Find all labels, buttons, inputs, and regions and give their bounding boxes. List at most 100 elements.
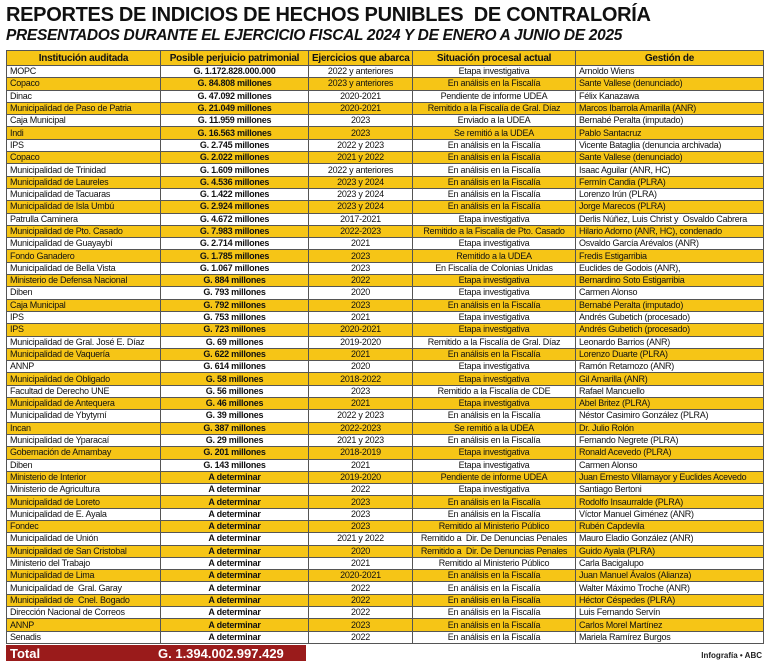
table-row: Municipalidad de Lima A determinar 2020-20…: [6, 569, 764, 583]
table-cell: Andrés Gubetich (procesado): [575, 323, 764, 337]
table-cell: A determinar: [160, 556, 309, 571]
table-cell: G. 4.536 millones: [160, 175, 309, 189]
table-cell: Municipalidad de Gral. Garay: [6, 581, 161, 595]
table-cell: 2023: [308, 249, 413, 263]
table-cell: Víctor Manuel Giménez (ANR): [575, 507, 764, 521]
table-cell: Osvaldo García Arévalos (ANR): [575, 237, 764, 251]
table-cell: G. 2.745 millones: [160, 138, 309, 153]
table-cell: Pablo Santacruz: [575, 126, 764, 140]
table-cell: Sante Vallese (denunciado): [575, 151, 764, 165]
table-cell: 2020: [308, 286, 413, 300]
table-cell: Diben: [6, 286, 161, 300]
table-cell: Etapa investigativa: [412, 237, 576, 251]
table-cell: Etapa investigativa: [412, 310, 576, 325]
table-row: Caja Municipal G. 11.959 millones 2023 Envi…: [6, 114, 764, 128]
table-row: Fondec A determinar 2023 Remitido al Minist…: [6, 519, 764, 534]
table-cell: A determinar: [160, 544, 309, 558]
table-cell: Remitido a la Fiscalía de Gral. Díaz: [412, 101, 576, 116]
table-cell: 2022 y 2023: [308, 409, 413, 423]
table-cell: Héctor Céspedes (PLRA): [575, 593, 764, 608]
table-cell: Carmen Alonso: [575, 458, 764, 472]
table-row: Fondo Ganadero G. 1.785 millones 2023 Remit…: [6, 249, 764, 263]
table-cell: Enviado a la UDEA: [412, 114, 576, 128]
table-cell: Guido Ayala (PLRA): [575, 544, 764, 558]
table-cell: 2021 y 2022: [308, 532, 413, 546]
table-cell: G. 622 millones: [160, 347, 309, 362]
table-cell: 2023 y anteriores: [308, 77, 413, 91]
table-cell: Ministerio de Agricultura: [6, 483, 161, 497]
table-cell: 2021 y 2022: [308, 151, 413, 165]
table-cell: Copaco: [6, 77, 161, 91]
table-cell: En análisis en la Fiscalía: [412, 175, 576, 189]
table-cell: Remitido a Dir. De Denuncias Penales: [412, 544, 576, 558]
table-cell: ANNP: [6, 360, 161, 374]
table-cell: Remitido a la UDEA: [412, 249, 576, 263]
table-cell: Etapa investigativa: [412, 397, 576, 411]
table-cell: Etapa investigativa: [412, 372, 576, 386]
table-cell: Isaac Aguilar (ANR, HC): [575, 163, 764, 177]
table-row: IPS G. 2.745 millones 2022 y 2023 En anális…: [6, 138, 764, 153]
credit: Infografía • ABC: [701, 651, 762, 660]
table-row: Municipalidad de Gral. José E. Díaz G. 69…: [6, 335, 764, 349]
table-cell: MOPC: [6, 64, 161, 79]
table-cell: Municipalidad de Antequera: [6, 397, 161, 411]
table-cell: En análisis en la Fiscalía: [412, 347, 576, 362]
table-cell: Fondo Ganadero: [6, 249, 161, 263]
table-cell: Rodolfo Insaurralde (PLRA): [575, 495, 764, 509]
table-cell: A determinar: [160, 483, 309, 497]
table-row: Caja Municipal G. 792 millones 2023 En anál…: [6, 298, 764, 312]
table-cell: 2021: [308, 397, 413, 411]
table-cell: A determinar: [160, 618, 309, 632]
table-row: Diben G. 143 millones 2021 Etapa investigat…: [6, 458, 764, 472]
table-cell: 2018-2022: [308, 372, 413, 386]
table-cell: 2023: [308, 495, 413, 509]
table-row: Municipalidad de Gral. Garay A determinar…: [6, 581, 764, 595]
table-row: Municipalidad de E. Ayala A determinar 202…: [6, 507, 764, 521]
table-row: Municipalidad de Yparacaí G. 29 millones 2…: [6, 433, 764, 448]
table-cell: G. 792 millones: [160, 298, 309, 312]
table-cell: 2021: [308, 458, 413, 472]
table-cell: Dinac: [6, 89, 161, 103]
table-cell: Rubén Capdevila: [575, 519, 764, 534]
table-cell: A determinar: [160, 519, 309, 534]
table-cell: En análisis en la Fiscalía: [412, 200, 576, 214]
table-cell: Marcos Ibarrola Amarilla (ANR): [575, 101, 764, 116]
table-cell: Diben: [6, 458, 161, 472]
table-cell: Walter Máximo Troche (ANR): [575, 581, 764, 595]
table-cell: Remitido a la Fiscalía de Gral. Díaz: [412, 335, 576, 349]
table-cell: G. 614 millones: [160, 360, 309, 374]
table-cell: 2022: [308, 630, 413, 644]
table-cell: G. 21.049 millones: [160, 101, 309, 116]
table-cell: 2020-2021: [308, 89, 413, 103]
subtitle: PRESENTADOS DURANTE EL EJERCICIO FISCAL …: [6, 27, 623, 44]
table-cell: G. 143 millones: [160, 458, 309, 472]
table-cell: Pendiente de informe UDEA: [412, 470, 576, 485]
table-cell: 2023 y 2024: [308, 200, 413, 214]
table-row: Dirección Nacional de Correos A determina…: [6, 606, 764, 620]
table-row: Gobernación de Amambay G. 201 millones 201…: [6, 446, 764, 460]
table-cell: Sante Vallese (denunciado): [575, 77, 764, 91]
table-cell: 2022: [308, 274, 413, 288]
table-row: Indi G. 16.563 millones 2023 Se remitió a l…: [6, 126, 764, 140]
table-cell: 2020-2021: [308, 101, 413, 116]
table-cell: G. 793 millones: [160, 286, 309, 300]
table-cell: Gobernación de Amambay: [6, 446, 161, 460]
table-cell: 2021: [308, 347, 413, 362]
total-label: Total: [10, 646, 41, 661]
table-cell: Gil Amarilla (ANR): [575, 372, 764, 386]
table-row: MOPC G. 1.172.828.000.000 2022 y anteriore…: [6, 64, 764, 79]
table-cell: Municipalidad de Obligado: [6, 372, 161, 386]
table-row: Senadis A determinar 2022 En análisis en la…: [6, 630, 764, 644]
table-cell: A determinar: [160, 606, 309, 620]
table-cell: En análisis en la Fiscalía: [412, 593, 576, 608]
table-cell: IPS: [6, 138, 161, 153]
table-cell: Néstor Casimiro González (PLRA): [575, 409, 764, 423]
table-cell: Senadis: [6, 630, 161, 644]
table-cell: En Fiscalía de Colonias Unidas: [412, 261, 576, 276]
total-value: G. 1.394.002.997.429: [158, 646, 284, 661]
table-cell: En análisis en la Fiscalía: [412, 187, 576, 202]
table-cell: G. 2.022 millones: [160, 151, 309, 165]
table-cell: En análisis en la Fiscalía: [412, 569, 576, 583]
table-cell: Carlos Morel Martínez: [575, 618, 764, 632]
